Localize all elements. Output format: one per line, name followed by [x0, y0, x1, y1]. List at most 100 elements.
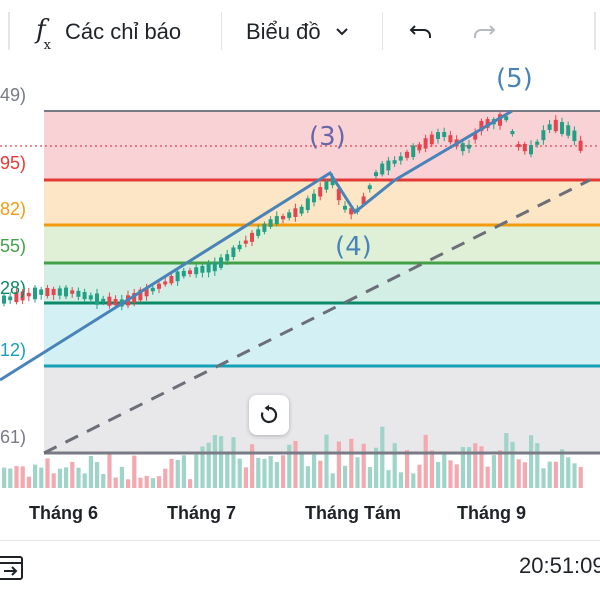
volume-bar: [237, 458, 242, 488]
candle-body: [225, 254, 230, 261]
candle-body: [231, 247, 236, 257]
volume-bar: [305, 466, 310, 488]
volume-bar: [126, 479, 131, 488]
price-chart[interactable]: (3) (4) (5) 49) 95) 82) 55) 28) 12) 61): [0, 64, 600, 490]
candle-body: [312, 193, 316, 203]
chart-type-label: Biểu đồ: [246, 19, 321, 44]
candle-body: [45, 288, 50, 296]
candle-body: [560, 122, 564, 134]
candle-body: [392, 160, 397, 164]
volume-bar: [547, 461, 552, 488]
candle-body: [349, 208, 354, 215]
candle-body: [318, 187, 323, 197]
volume-bar: [225, 452, 230, 488]
volume-bar: [510, 441, 515, 488]
volume-bar: [194, 454, 199, 488]
volume-bar: [250, 444, 255, 488]
volume-bar: [467, 447, 472, 488]
chevron-down-icon: [335, 28, 348, 36]
candle-body: [76, 290, 81, 297]
volume-bar: [498, 450, 503, 488]
candle-body: [287, 212, 292, 218]
volume-bar: [522, 462, 527, 488]
candle-body: [504, 116, 509, 121]
candle-body: [188, 270, 192, 274]
candle-body: [144, 288, 149, 297]
x-tick-label: Tháng 7: [167, 503, 237, 523]
volume-bar: [243, 467, 248, 488]
volume-bar: [429, 450, 434, 488]
trend-line-dashed[interactable]: [43, 178, 591, 455]
candle-body: [386, 160, 391, 171]
fib-level-label: 12): [0, 340, 27, 360]
undo-icon[interactable]: [407, 18, 435, 46]
candle-body: [293, 208, 298, 217]
candle-body: [516, 143, 521, 148]
volume-bar: [479, 446, 484, 488]
chart-canvas[interactable]: [0, 64, 600, 490]
volume-bar: [355, 457, 360, 488]
wave-label-4: (4): [335, 232, 372, 262]
chart-type-button[interactable]: Biểu đồ: [246, 0, 351, 64]
volume-bar: [57, 468, 62, 488]
candle-body: [380, 163, 385, 175]
volume-bar: [169, 458, 174, 488]
candle-body: [250, 232, 254, 242]
x-tick-label: Tháng 9: [457, 503, 527, 523]
elliott-wave-path[interactable]: [0, 109, 513, 382]
fib-level-label: 61): [0, 427, 27, 447]
candle-body: [26, 292, 31, 297]
candle-body: [541, 130, 546, 141]
volume-bar: [572, 463, 577, 488]
candle-body: [429, 134, 434, 145]
candle-body: [20, 291, 25, 301]
volume-bar: [70, 461, 75, 488]
candle-body: [578, 140, 583, 151]
candle-body: [200, 265, 205, 273]
toolbar-divider: [382, 12, 383, 50]
candle-body: [417, 144, 422, 151]
volume-bar: [516, 459, 521, 488]
volume-bar: [268, 456, 273, 488]
volume-bar: [417, 464, 422, 488]
chart-toolbar: fx Các chỉ báo Biểu đồ: [0, 0, 600, 64]
candle-body: [411, 145, 416, 157]
volume-bar: [138, 477, 143, 488]
volume-bar: [39, 467, 44, 488]
candle-body: [398, 156, 403, 161]
volume-bar: [101, 473, 106, 488]
candle-body: [237, 244, 242, 250]
candle-body: [157, 283, 161, 289]
fib-level-label: 28): [0, 278, 27, 298]
volume-bar: [324, 434, 329, 488]
volume-bar: [405, 450, 410, 488]
left-edge-divider: [8, 12, 10, 50]
candle-body: [485, 119, 490, 128]
volume-bar: [553, 461, 558, 488]
candle-body: [572, 130, 577, 142]
candle-body: [194, 267, 199, 275]
fib-level-label: 55): [0, 236, 27, 256]
fib-band-2: [44, 225, 600, 263]
candle-body: [374, 172, 378, 177]
volume-bar: [144, 475, 149, 488]
redo-icon[interactable]: [470, 18, 498, 46]
volume-bar: [33, 464, 38, 488]
candle-body: [361, 196, 366, 205]
volume-bar: [312, 454, 317, 488]
candle-body: [281, 215, 285, 220]
wave-label-3: (3): [309, 122, 346, 152]
volume-bar: [113, 477, 118, 488]
candle-body: [547, 124, 552, 130]
volume-bar: [14, 466, 19, 488]
candle-body: [442, 131, 447, 138]
volume-bar: [398, 472, 403, 488]
volume-bar: [367, 467, 372, 488]
volume-bar: [64, 467, 69, 488]
indicators-button[interactable]: fx Các chỉ báo: [36, 0, 181, 64]
candle-body: [51, 288, 56, 296]
volume-bar: [392, 443, 397, 488]
reset-chart-button[interactable]: [249, 395, 289, 435]
date-range-icon[interactable]: [0, 552, 26, 582]
volume-bar: [256, 457, 261, 488]
